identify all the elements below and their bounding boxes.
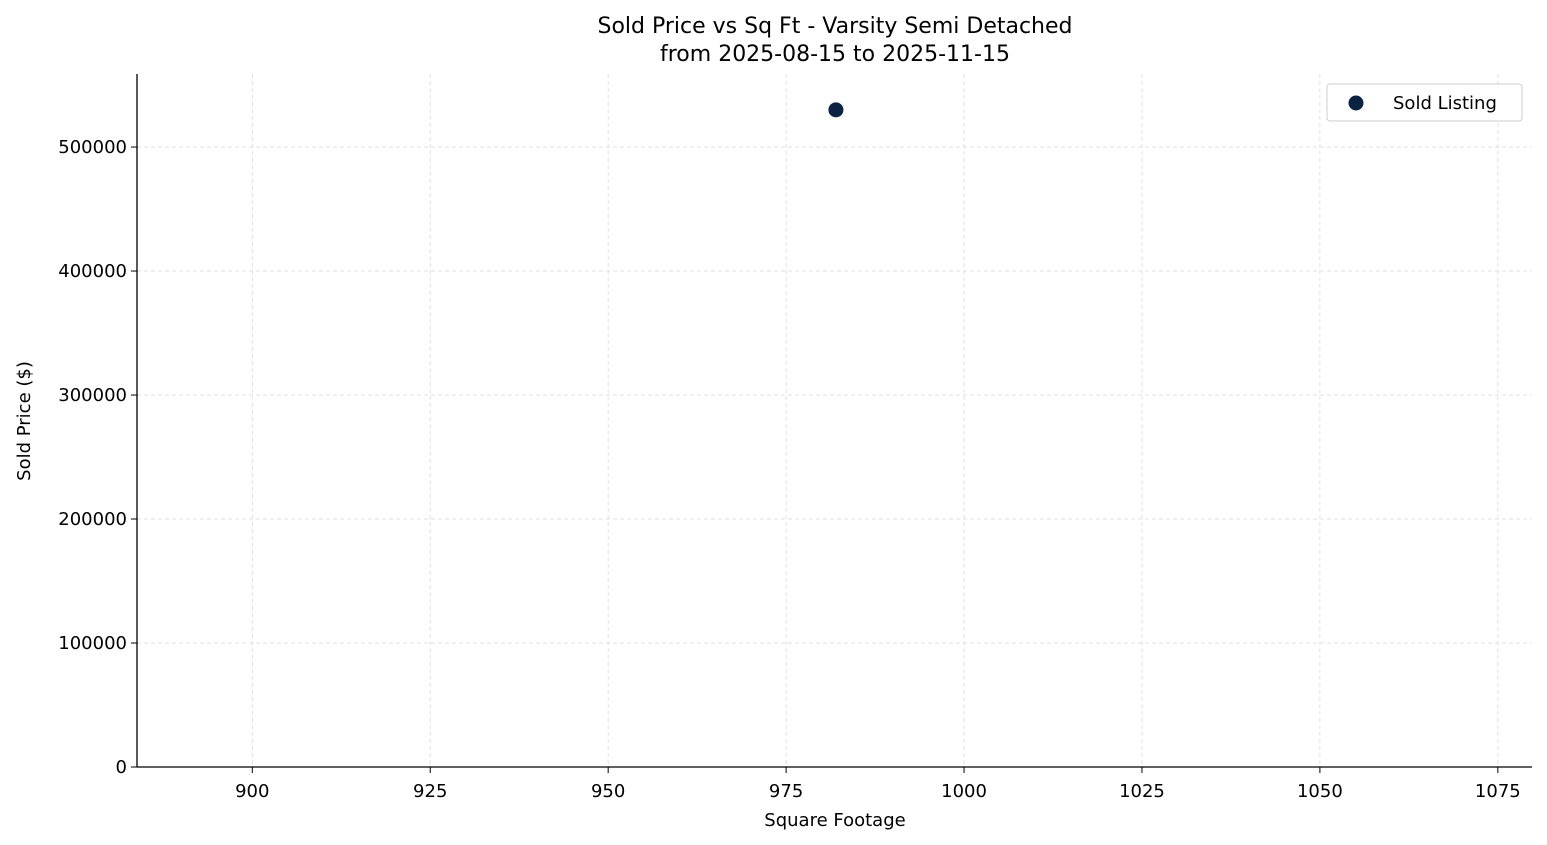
legend-box: [1326, 83, 1523, 122]
x-tick-label: 1000: [941, 781, 987, 802]
y-tick-label: 500000: [58, 137, 127, 158]
points: [828, 102, 844, 118]
y-tick-label: 300000: [58, 385, 127, 406]
y-axis-label: Sold Price ($): [14, 361, 35, 481]
x-axis-label: Square Footage: [764, 810, 905, 831]
x-tick-label: 975: [769, 781, 803, 802]
x-tick-label: 900: [235, 781, 269, 802]
y-tick-label: 400000: [58, 261, 127, 282]
x-tick-label: 1075: [1475, 781, 1521, 802]
chart-title: Sold Price vs Sq Ft - Varsity Semi Detac…: [598, 14, 1073, 39]
grid: [137, 74, 1532, 767]
ticks: 900 925 950 975 1000 1025 1050 1075 0 100000 20000…: [58, 137, 1520, 802]
legend-marker: [1348, 95, 1364, 111]
x-tick-label: 1025: [1119, 781, 1165, 802]
data-point: [828, 102, 844, 118]
y-tick-label: 200000: [58, 509, 127, 530]
legend: Sold Listing: [1326, 83, 1523, 122]
y-tick-label: 0: [116, 757, 127, 778]
x-tick-label: 925: [413, 781, 447, 802]
chart-subtitle: from 2025-08-15 to 2025-11-15: [660, 42, 1010, 67]
y-tick-label: 100000: [58, 633, 127, 654]
legend-label: Sold Listing: [1393, 93, 1497, 114]
x-tick-label: 1050: [1297, 781, 1343, 802]
x-tick-label: 950: [591, 781, 625, 802]
